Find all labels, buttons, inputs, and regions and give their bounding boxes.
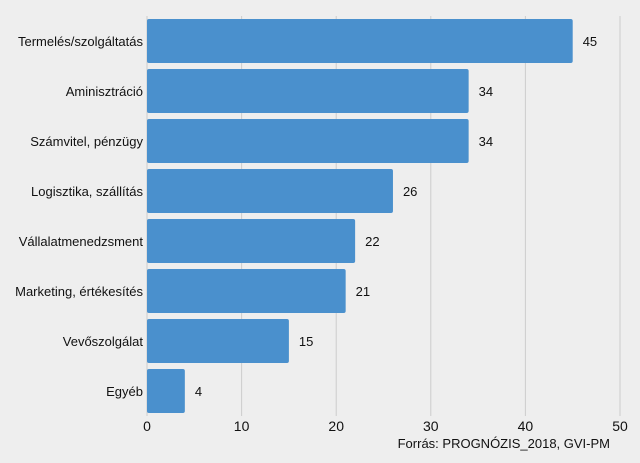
category-label: Aminisztráció (66, 84, 143, 99)
x-tick-label: 50 (612, 418, 628, 434)
category-label: Marketing, értékesítés (15, 284, 143, 299)
category-label: Egyéb (106, 384, 143, 399)
bars: Termelés/szolgáltatás 45 Aminisztráció 34 Sz… (15, 19, 597, 413)
x-tick-label: 10 (234, 418, 250, 434)
x-tick-label: 0 (143, 418, 151, 434)
category-label: Logisztika, szállítás (31, 184, 143, 199)
bar (147, 269, 346, 313)
data-label: 34 (479, 84, 493, 99)
data-label: 21 (356, 284, 370, 299)
bar (147, 369, 185, 413)
data-label: 26 (403, 184, 417, 199)
source-note: Forrás: PROGNÓZIS_2018, GVI-PM (398, 436, 610, 451)
category-label: Vevőszolgálat (63, 334, 144, 349)
data-label: 15 (299, 334, 313, 349)
x-tick-label: 40 (518, 418, 534, 434)
bar (147, 169, 393, 213)
bar (147, 119, 469, 163)
x-tick-label: 20 (328, 418, 344, 434)
data-label: 34 (479, 134, 493, 149)
category-label: Termelés/szolgáltatás (18, 34, 143, 49)
bar (147, 69, 469, 113)
bar (147, 19, 573, 63)
data-label: 4 (195, 384, 202, 399)
x-axis-ticks: 0 10 20 30 40 50 (143, 418, 628, 434)
category-label: Vállalatmenedzsment (19, 234, 144, 249)
data-label: 45 (583, 34, 597, 49)
bar (147, 319, 289, 363)
bar (147, 219, 356, 263)
data-label: 22 (365, 234, 379, 249)
category-label: Számvitel, pénzügy (30, 134, 143, 149)
x-tick-label: 30 (423, 418, 439, 434)
